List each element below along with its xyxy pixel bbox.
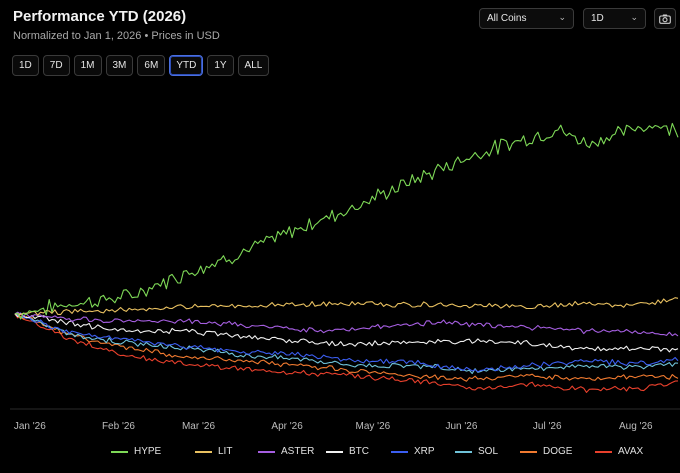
- series-line-hype: [14, 122, 679, 320]
- x-tick-label: Jun '26: [446, 421, 478, 432]
- series-line-xrp: [14, 312, 679, 373]
- x-tick-label: Aug '26: [619, 421, 653, 432]
- range-selector: 1D 7D 1M 3M 6M YTD 1Y ALL: [12, 55, 270, 76]
- legend-label: ASTER: [281, 446, 315, 457]
- x-tick-label: May '26: [356, 421, 391, 432]
- interval-select-value: 1D: [591, 13, 604, 24]
- legend-label: DOGE: [543, 446, 573, 457]
- legend-swatch: [455, 450, 472, 453]
- legend-label: AVAX: [618, 446, 644, 457]
- chevron-down-icon: ⌄: [630, 12, 638, 22]
- range-button-1d[interactable]: 1D: [12, 55, 39, 76]
- x-tick-label: Mar '26: [182, 421, 215, 432]
- x-tick-label: Jan '26: [14, 421, 46, 432]
- x-tick-label: Jul '26: [533, 421, 562, 432]
- legend-item-xrp[interactable]: XRP: [391, 446, 435, 457]
- legend-item-btc[interactable]: BTC: [326, 446, 369, 457]
- coins-select-value: All Coins: [487, 13, 527, 24]
- legend-item-doge[interactable]: DOGE: [520, 446, 572, 457]
- coins-select[interactable]: All Coins ⌄: [479, 8, 574, 29]
- range-button-3m[interactable]: 3M: [105, 55, 134, 76]
- legend-label: BTC: [349, 446, 369, 457]
- legend-label: XRP: [414, 446, 435, 457]
- legend-label: SOL: [478, 446, 499, 457]
- series-line-btc: [14, 312, 679, 353]
- camera-icon: [659, 14, 671, 24]
- page-title: Performance YTD (2026): [13, 8, 187, 25]
- x-tick-label: Apr '26: [271, 421, 303, 432]
- legend-swatch: [391, 450, 408, 453]
- series-line-aster: [14, 311, 679, 337]
- series-line-lit: [14, 297, 679, 316]
- legend-swatch: [195, 450, 212, 453]
- legend-label: HYPE: [134, 446, 162, 457]
- range-button-all[interactable]: ALL: [237, 55, 270, 76]
- range-button-ytd[interactable]: YTD: [169, 55, 204, 76]
- legend-item-sol[interactable]: SOL: [455, 446, 498, 457]
- chevron-down-icon: ⌄: [558, 12, 566, 22]
- range-button-1y[interactable]: 1Y: [207, 55, 234, 76]
- legend-item-avax[interactable]: AVAX: [595, 446, 643, 457]
- range-button-6m[interactable]: 6M: [137, 55, 166, 76]
- legend-swatch: [326, 450, 343, 453]
- interval-select[interactable]: 1D ⌄: [583, 8, 646, 29]
- screenshot-button[interactable]: [654, 8, 676, 29]
- range-button-1m[interactable]: 1M: [73, 55, 102, 76]
- series-line-sol: [14, 313, 679, 375]
- legend-swatch: [595, 450, 612, 453]
- series-line-doge: [14, 312, 679, 382]
- chart-legend: HYPE LIT ASTER BTC XRP SOL DOGE AVAX: [0, 446, 680, 466]
- series-line-avax: [14, 313, 679, 393]
- range-button-7d[interactable]: 7D: [42, 55, 70, 76]
- legend-swatch: [111, 450, 128, 453]
- legend-item-lit[interactable]: LIT: [195, 446, 232, 457]
- legend-label: LIT: [218, 446, 233, 457]
- legend-swatch: [258, 450, 275, 453]
- page-subtitle: Normalized to Jan 1, 2026 • Prices in US…: [13, 30, 220, 42]
- legend-item-hype[interactable]: HYPE: [111, 446, 161, 457]
- x-tick-label: Feb '26: [102, 421, 135, 432]
- legend-item-aster[interactable]: ASTER: [258, 446, 314, 457]
- legend-swatch: [520, 450, 537, 453]
